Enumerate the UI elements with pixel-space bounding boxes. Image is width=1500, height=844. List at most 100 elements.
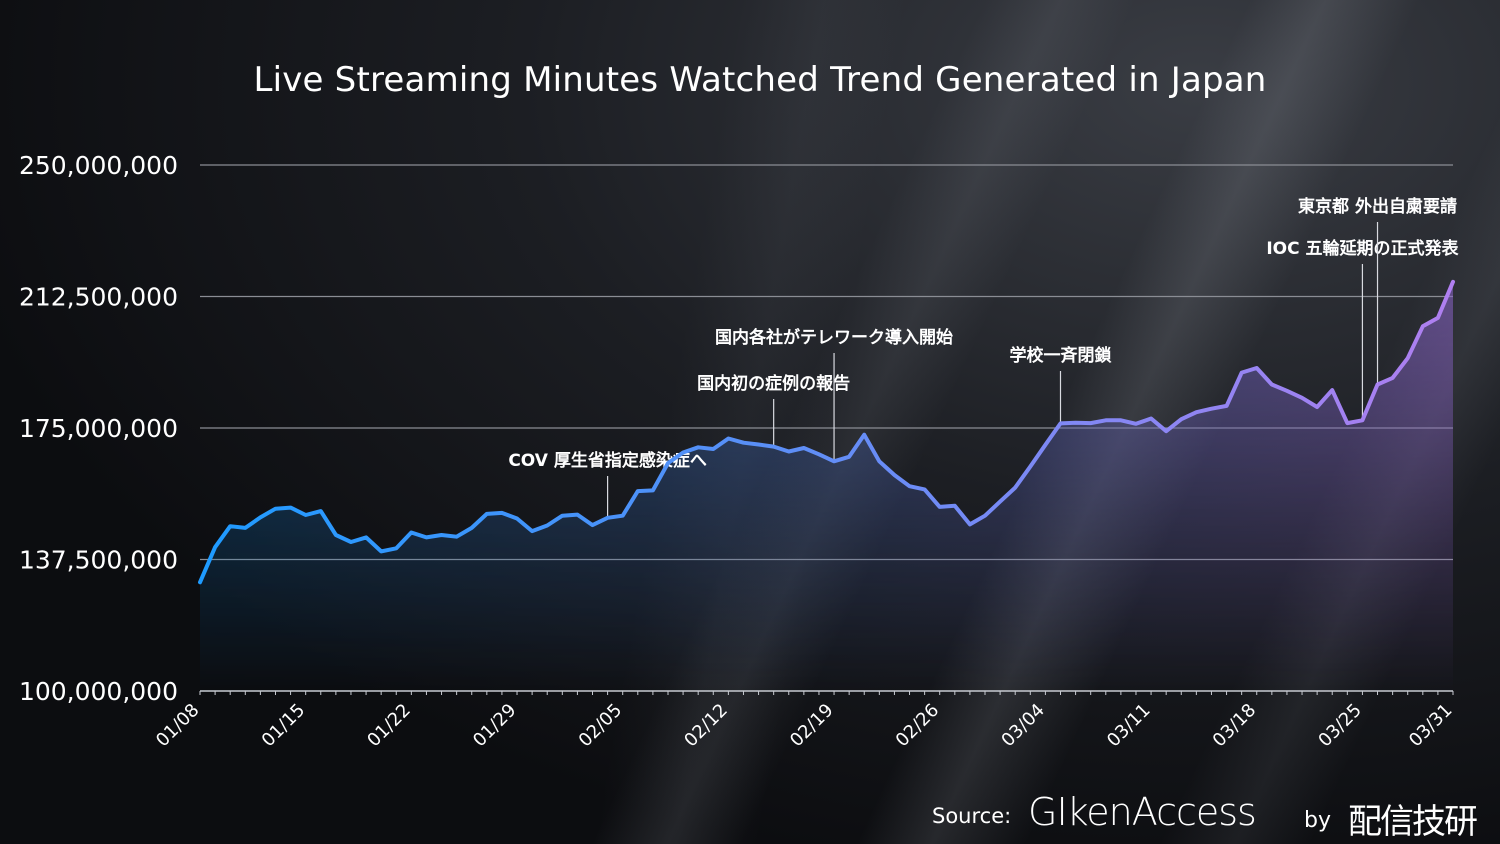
data-point: [545, 523, 549, 527]
data-point: [1058, 421, 1062, 425]
data-point: [409, 530, 413, 534]
data-point: [938, 505, 942, 509]
y-tick-label: 100,000,000: [19, 677, 178, 706]
data-point: [1209, 407, 1213, 411]
data-point: [726, 437, 730, 441]
data-point: [651, 488, 655, 492]
y-axis-ticks: 100,000,000 137,500,000 175,000,000 212,500…: [19, 151, 178, 706]
data-point: [530, 529, 534, 533]
data-point: [424, 535, 428, 539]
data-point: [606, 516, 610, 520]
data-point: [1376, 383, 1380, 387]
x-tick-label: 02/19: [786, 700, 838, 752]
annotation-label: 国内初の症例の報告: [697, 373, 850, 394]
data-point: [213, 545, 217, 549]
annotation-label: IOC 五輪延期の正式発表: [1266, 238, 1459, 259]
data-point: [1043, 443, 1047, 447]
data-point: [575, 513, 579, 517]
data-point: [364, 535, 368, 539]
data-point: [1255, 366, 1259, 370]
data-point: [515, 516, 519, 520]
x-tick-label: 03/18: [1209, 700, 1261, 752]
data-point: [1104, 418, 1108, 422]
annotation-label: 国内各社がテレワーク導入開始: [715, 327, 953, 348]
data-point: [983, 514, 987, 518]
data-point: [394, 546, 398, 550]
data-point: [817, 452, 821, 456]
data-point: [1436, 316, 1440, 320]
data-point: [681, 451, 685, 455]
area-fill: [200, 281, 1453, 691]
data-point: [772, 445, 776, 449]
source-brand-logo: GIkenAccess: [1028, 790, 1257, 834]
x-tick-label: 01/29: [469, 700, 521, 752]
x-tick-label: 02/26: [892, 700, 944, 752]
data-point: [1406, 356, 1410, 360]
x-tick-label: 02/12: [680, 700, 732, 752]
x-tick-label: 03/11: [1103, 700, 1155, 752]
data-point: [485, 512, 489, 516]
data-point: [1330, 388, 1334, 392]
data-point: [636, 489, 640, 493]
data-point: [455, 535, 459, 539]
source-org-logo: 配信技研: [1348, 802, 1478, 842]
data-point: [198, 580, 202, 584]
data-point: [998, 500, 1002, 504]
data-point: [1451, 280, 1455, 284]
series-line: [198, 279, 1455, 585]
data-point: [334, 533, 338, 537]
data-point: [696, 445, 700, 449]
data-point: [440, 533, 444, 537]
data-point: [1119, 418, 1123, 422]
x-tick-label: 03/31: [1405, 700, 1457, 752]
annotation-label: 東京都 外出自粛要請: [1298, 196, 1457, 217]
annotation-label: COV 厚生省指定感染症へ: [508, 450, 707, 471]
data-point: [319, 509, 323, 513]
data-point: [1179, 417, 1183, 421]
data-point: [802, 446, 806, 450]
data-point: [1285, 389, 1289, 393]
data-point: [741, 441, 745, 445]
y-tick-label: 137,500,000: [19, 546, 178, 575]
data-point: [711, 447, 715, 451]
data-point: [273, 507, 277, 511]
data-point: [847, 455, 851, 459]
data-point: [1028, 465, 1032, 469]
data-point: [470, 526, 474, 530]
x-tick-label: 03/04: [997, 700, 1049, 752]
data-point: [1391, 376, 1395, 380]
data-point: [953, 504, 957, 508]
data-point: [968, 522, 972, 526]
data-point: [1074, 421, 1078, 425]
data-point: [349, 540, 353, 544]
data-point: [1345, 421, 1349, 425]
data-point: [500, 511, 504, 515]
data-point: [1270, 383, 1274, 387]
data-point: [757, 442, 761, 446]
data-point: [1134, 422, 1138, 426]
data-point: [1225, 404, 1229, 408]
data-point: [560, 514, 564, 518]
data-point: [243, 526, 247, 530]
data-point: [892, 473, 896, 477]
data-point: [877, 459, 881, 463]
x-tick-label: 01/15: [258, 700, 310, 752]
data-point: [862, 433, 866, 437]
x-axis: 01/08 01/15 01/22 01/29 02/05 02/12 02/19 02/26…: [152, 690, 1457, 752]
data-point: [289, 506, 293, 510]
data-point: [1240, 371, 1244, 375]
annotations: COV 厚生省指定感染症へ 国内初の症例の報告 国内各社がテレワーク導入開始学校一斉…: [508, 196, 1460, 518]
data-point: [1013, 486, 1017, 490]
x-tick-label: 01/22: [363, 700, 415, 752]
data-point: [787, 449, 791, 453]
y-tick-label: 212,500,000: [19, 283, 178, 312]
data-point: [1315, 405, 1319, 409]
source-by: by: [1304, 808, 1331, 833]
source-label: Source:: [932, 804, 1012, 828]
x-tick-label: 02/05: [575, 700, 627, 752]
data-point: [1421, 324, 1425, 328]
data-point: [666, 461, 670, 465]
x-tick-label: 01/08: [152, 700, 204, 752]
data-point: [1194, 410, 1198, 414]
